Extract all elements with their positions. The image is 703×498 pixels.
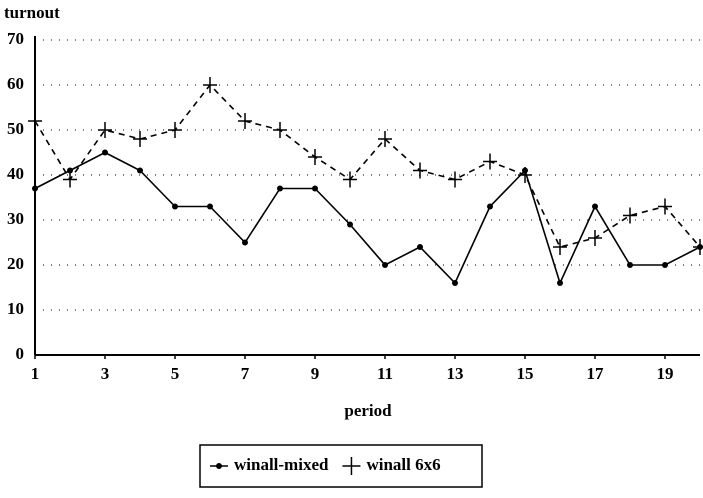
point bbox=[32, 185, 38, 192]
y-tick-label: 30 bbox=[7, 209, 24, 228]
point bbox=[172, 203, 178, 210]
y-axis-label: turnout bbox=[4, 3, 60, 22]
point bbox=[382, 262, 388, 268]
point bbox=[592, 203, 598, 210]
x-tick-label: 5 bbox=[171, 364, 180, 383]
legend-marker bbox=[342, 457, 361, 475]
y-tick-label: 70 bbox=[7, 29, 24, 48]
x-axis-label: period bbox=[344, 401, 392, 420]
point bbox=[308, 149, 322, 165]
y-tick-label: 20 bbox=[7, 254, 24, 273]
legend-label: winall-mixed bbox=[234, 455, 329, 474]
point bbox=[343, 171, 357, 188]
point bbox=[277, 185, 283, 192]
point bbox=[133, 131, 147, 147]
point bbox=[448, 171, 462, 188]
point bbox=[238, 113, 252, 129]
point bbox=[662, 262, 668, 268]
point bbox=[137, 167, 143, 174]
point bbox=[347, 221, 353, 228]
legend-marker bbox=[216, 463, 222, 469]
point bbox=[378, 131, 392, 147]
point bbox=[627, 262, 633, 268]
y-tick-label: 50 bbox=[7, 119, 24, 138]
point bbox=[413, 162, 427, 179]
point bbox=[417, 244, 423, 250]
point bbox=[557, 280, 563, 286]
x-tick-label: 9 bbox=[311, 364, 320, 383]
legend-label: winall 6x6 bbox=[366, 455, 440, 474]
point bbox=[67, 167, 73, 174]
point bbox=[487, 203, 493, 210]
x-tick-label: 15 bbox=[517, 364, 534, 383]
point bbox=[623, 207, 637, 224]
x-tick-label: 19 bbox=[657, 364, 674, 383]
x-tick-label: 17 bbox=[587, 364, 605, 383]
x-tick-label: 7 bbox=[241, 364, 250, 383]
point bbox=[588, 230, 602, 246]
point bbox=[207, 203, 213, 210]
point bbox=[102, 149, 108, 156]
point bbox=[483, 153, 497, 170]
point bbox=[273, 122, 287, 138]
point bbox=[98, 122, 112, 138]
y-tick-label: 40 bbox=[7, 164, 24, 183]
point bbox=[203, 77, 217, 93]
legend-box bbox=[199, 444, 483, 488]
point bbox=[312, 185, 318, 192]
point bbox=[553, 239, 567, 255]
x-tick-label: 3 bbox=[101, 364, 110, 383]
y-tick-label: 0 bbox=[16, 344, 25, 363]
point bbox=[242, 239, 248, 246]
series-line bbox=[34, 83, 701, 248]
x-tick-label: 13 bbox=[447, 364, 464, 383]
x-tick-label: 11 bbox=[377, 364, 393, 383]
point bbox=[452, 280, 458, 286]
series-line bbox=[34, 151, 701, 286]
point bbox=[518, 167, 532, 183]
point bbox=[168, 122, 182, 138]
point bbox=[63, 171, 77, 188]
x-tick-label: 1 bbox=[31, 364, 40, 383]
point bbox=[658, 198, 672, 215]
point bbox=[693, 239, 703, 255]
y-tick-label: 60 bbox=[7, 74, 24, 93]
point bbox=[28, 113, 42, 129]
y-tick-label: 10 bbox=[7, 299, 24, 318]
